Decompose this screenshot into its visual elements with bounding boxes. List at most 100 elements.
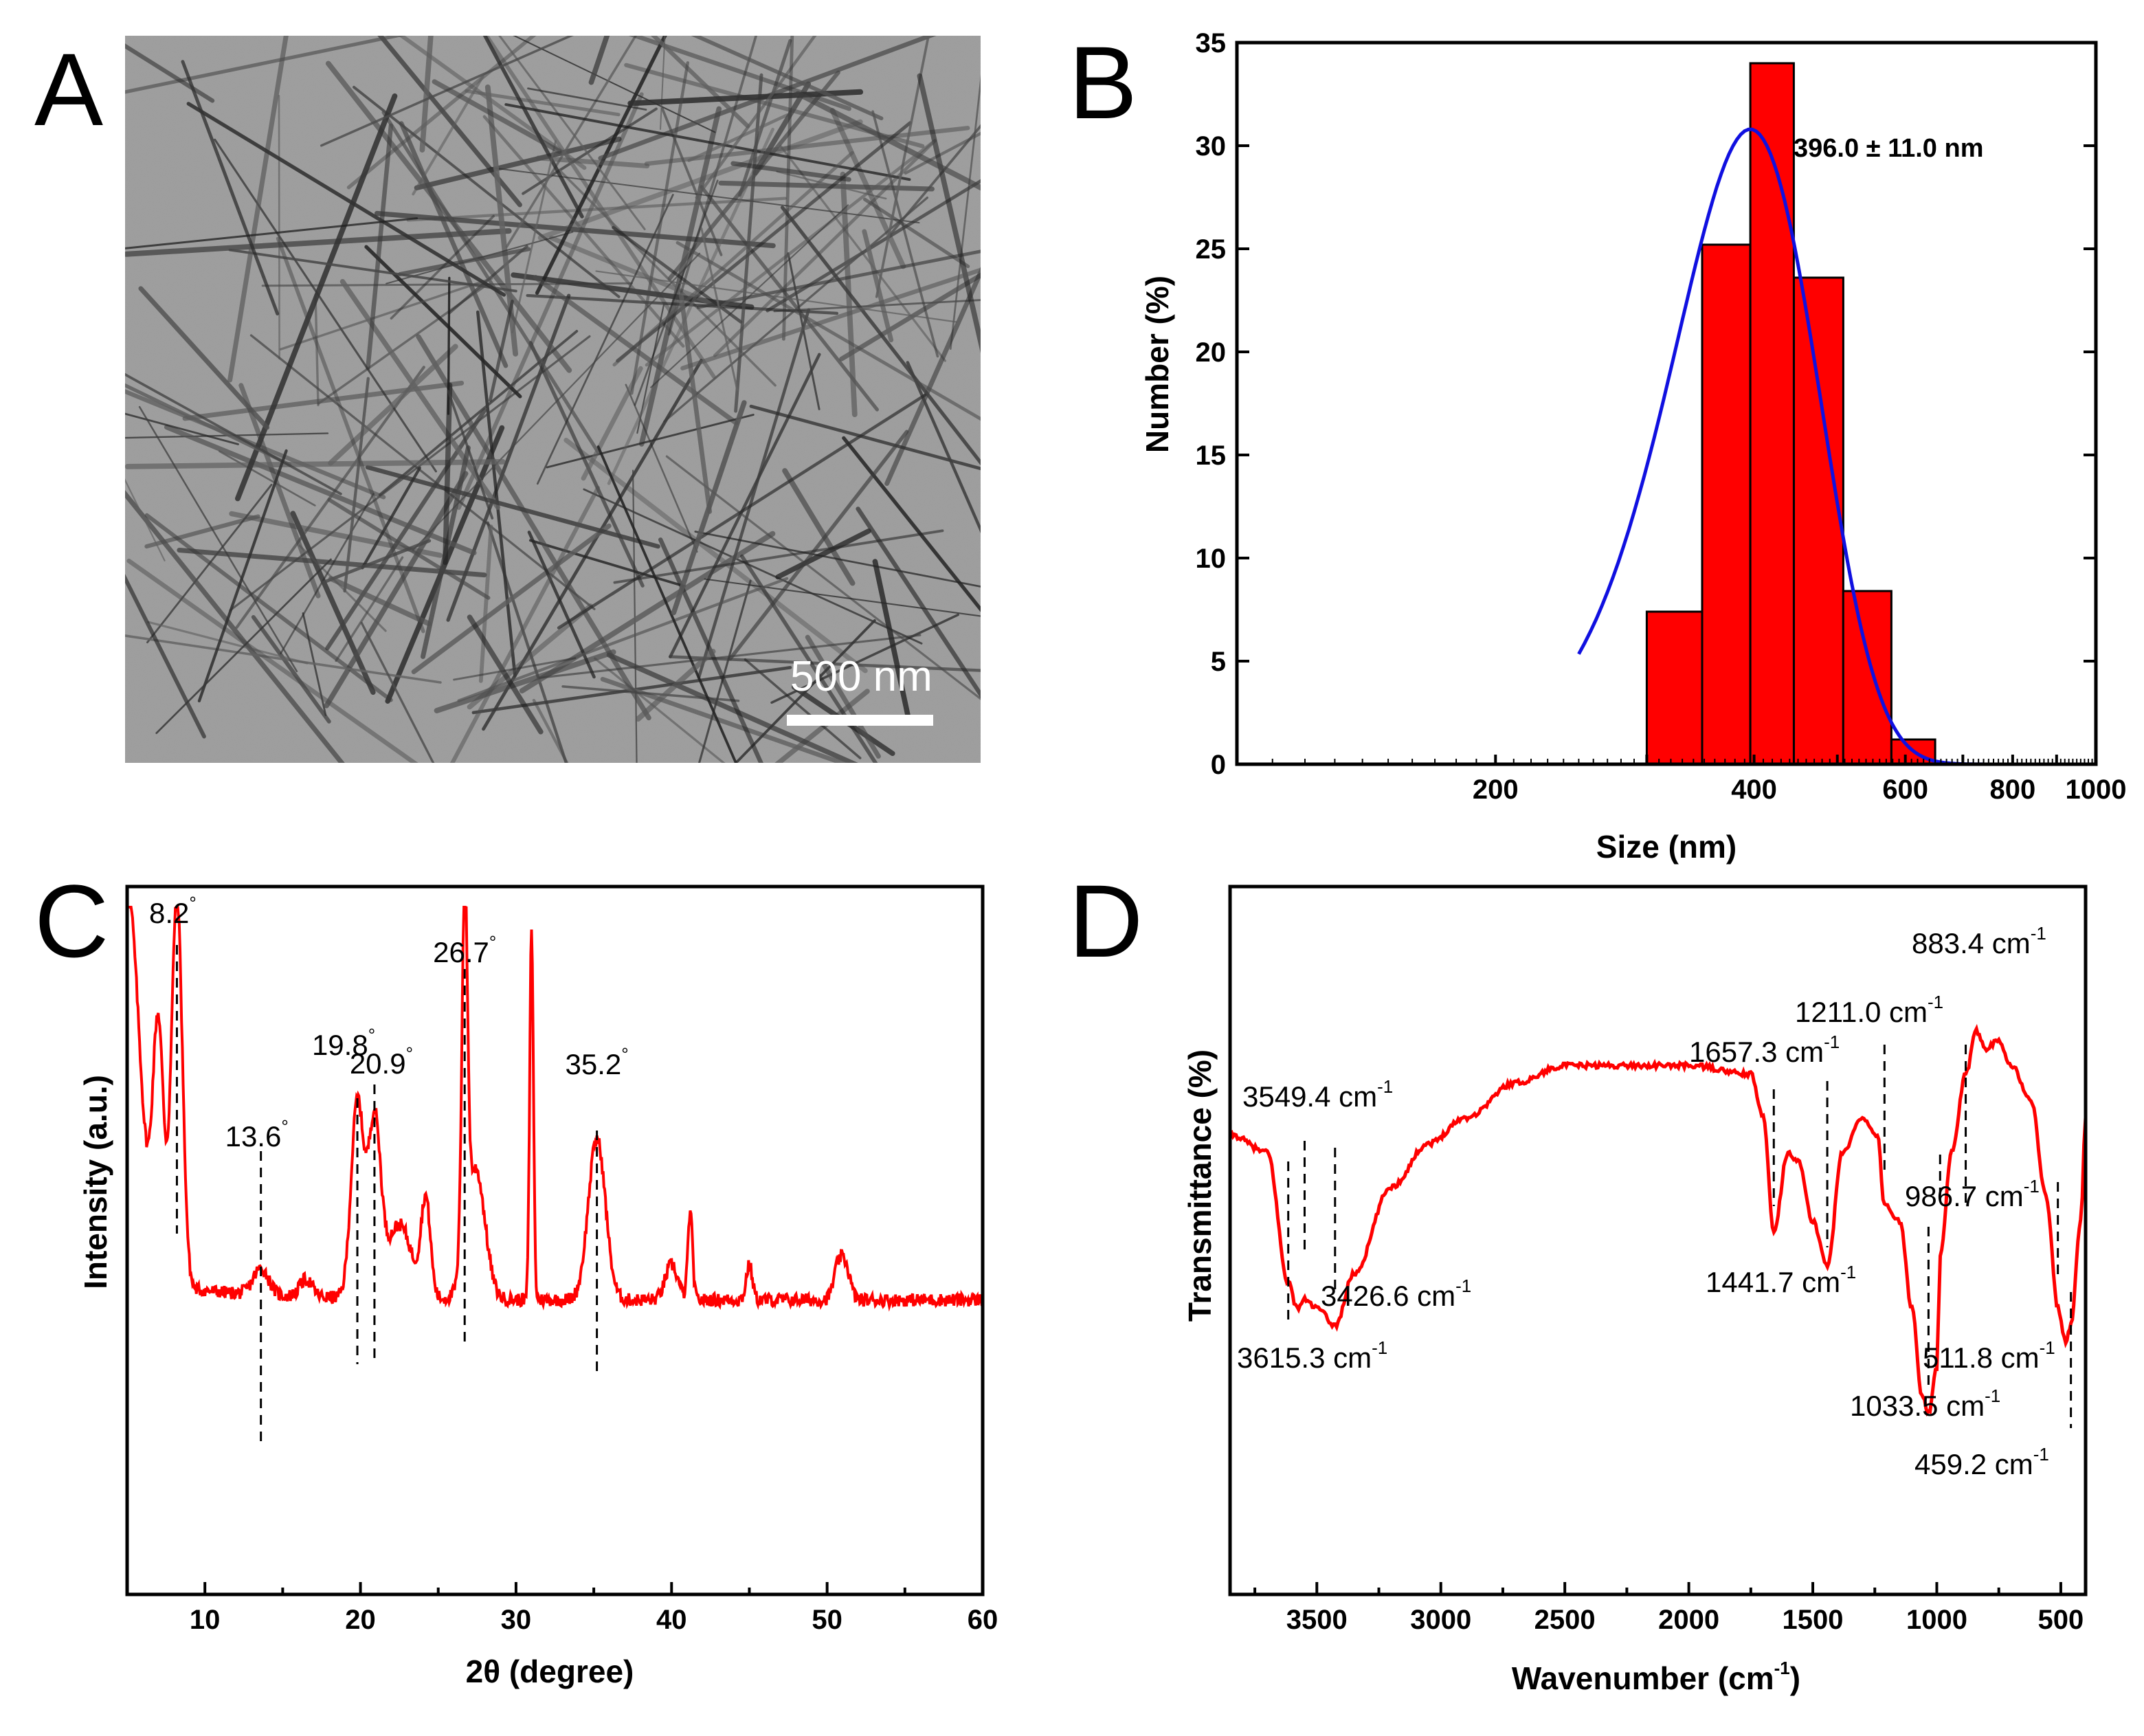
nanorod	[839, 272, 981, 361]
nanorod	[532, 698, 569, 763]
nanorod	[446, 293, 571, 622]
x-tick-label: 400	[1731, 775, 1777, 805]
nanorod	[346, 36, 537, 190]
nanorod	[360, 621, 435, 763]
nanorod	[766, 179, 981, 313]
peak-label: 1441.7 cm-1	[1706, 1262, 1856, 1298]
x-tick-label: 30	[501, 1605, 532, 1635]
nanorod	[862, 197, 970, 269]
nanorod	[795, 91, 981, 191]
nanorod	[125, 372, 342, 496]
nanorod	[730, 161, 851, 182]
nanorod	[678, 292, 713, 514]
nanorod	[276, 236, 425, 634]
nanorod	[406, 197, 787, 222]
histogram-bar	[1749, 62, 1795, 766]
x-tick-label: 20	[345, 1605, 376, 1635]
peak-label: 3426.6 cm-1	[1321, 1276, 1471, 1312]
nanorod	[381, 111, 600, 454]
nanorod	[738, 38, 792, 197]
nanorod	[595, 270, 957, 323]
nanorod	[537, 119, 863, 241]
nanorod	[549, 235, 717, 307]
scale-bar-label: 500 nm	[790, 653, 933, 700]
panel-letter-c: C	[34, 863, 109, 979]
nanorod	[511, 140, 557, 334]
nanorod	[658, 537, 763, 763]
nanorod	[467, 614, 544, 735]
nanorod	[983, 225, 1062, 385]
fit-annotation: 396.0 ± 11.0 nm	[1794, 134, 1983, 163]
nanorod	[489, 299, 514, 402]
nanorod	[829, 108, 906, 269]
nanorod	[125, 478, 166, 561]
nanorod	[390, 214, 495, 320]
nanorod	[125, 43, 215, 103]
nanorod	[399, 121, 509, 368]
peak-markers-c: 8.2° 13.6° 19.8°20.9° 26.7° 35.2°	[149, 893, 629, 1443]
nanorod	[557, 393, 927, 630]
nanorod	[660, 36, 666, 130]
nanorods	[125, 36, 1062, 763]
nanorod	[505, 36, 638, 248]
nanorod	[917, 73, 981, 354]
nanorod	[478, 524, 493, 683]
histogram-bar	[1793, 276, 1844, 766]
nanorod	[665, 455, 981, 700]
nanorod	[498, 36, 646, 230]
nanorod	[412, 252, 701, 551]
nanorod	[675, 241, 981, 421]
x-tick-label: 1500	[1783, 1605, 1844, 1635]
peak-label: 511.8 cm-1	[1923, 1337, 2055, 1374]
peak-label: 8.2°	[149, 893, 197, 929]
peak-label: 3549.4 cm-1	[1242, 1076, 1393, 1113]
histogram-bar	[1645, 610, 1704, 766]
nanorod	[625, 383, 698, 553]
y-tick-label: 10	[1196, 544, 1227, 574]
nanorod	[164, 424, 477, 556]
nanorod	[457, 577, 789, 702]
nanorod	[770, 613, 959, 704]
nanorod	[378, 329, 579, 496]
y-axis-label-b: Number (%)	[1139, 276, 1175, 453]
nanorod	[482, 115, 685, 348]
nanorod	[228, 248, 517, 293]
nanorod	[600, 676, 849, 763]
xrd-pattern-line	[127, 906, 984, 1312]
nanorod	[773, 299, 981, 313]
nanorod	[364, 245, 522, 399]
x-tick-label: 10	[190, 1605, 221, 1635]
nanorod	[581, 366, 643, 481]
y-tick-label: 30	[1196, 131, 1227, 162]
nanorod	[125, 228, 512, 257]
nanorod	[949, 74, 981, 350]
peak-label: 459.2 cm-1	[1914, 1444, 2049, 1480]
nanorod	[694, 531, 981, 588]
nanorod	[343, 377, 370, 593]
nanorod	[229, 335, 591, 612]
nanorod	[904, 131, 981, 175]
x-tick-label: 50	[812, 1605, 842, 1635]
nanorod	[314, 293, 320, 407]
x-axis-label-d-end: )	[1790, 1660, 1800, 1696]
nanorod	[856, 507, 981, 699]
nanorod	[214, 138, 437, 473]
nanorod	[432, 79, 562, 154]
nanorod	[522, 107, 658, 195]
nanorod	[235, 366, 425, 629]
nanorod	[411, 523, 612, 674]
nanorod	[782, 36, 794, 341]
xrd-chart: 8.2° 13.6° 19.8°20.9° 26.7° 35.2° 10 20 30 40 50…	[78, 884, 998, 1689]
nanorod	[713, 139, 937, 357]
x-tick-label: 40	[656, 1605, 687, 1635]
nanorod	[775, 528, 871, 580]
nanorod	[443, 382, 453, 566]
nanorod	[465, 89, 621, 117]
y-axis-label-c: Intensity (a.u.)	[78, 1075, 113, 1289]
nanorod	[588, 36, 610, 85]
x-tick-label: 3500	[1286, 1605, 1348, 1635]
nanorod	[889, 124, 981, 236]
axis-ticks-d: 3500 3000 2500 2000 1500 1000 500	[1253, 1582, 2084, 1635]
nanorod	[704, 578, 981, 617]
nanorod	[434, 649, 616, 713]
